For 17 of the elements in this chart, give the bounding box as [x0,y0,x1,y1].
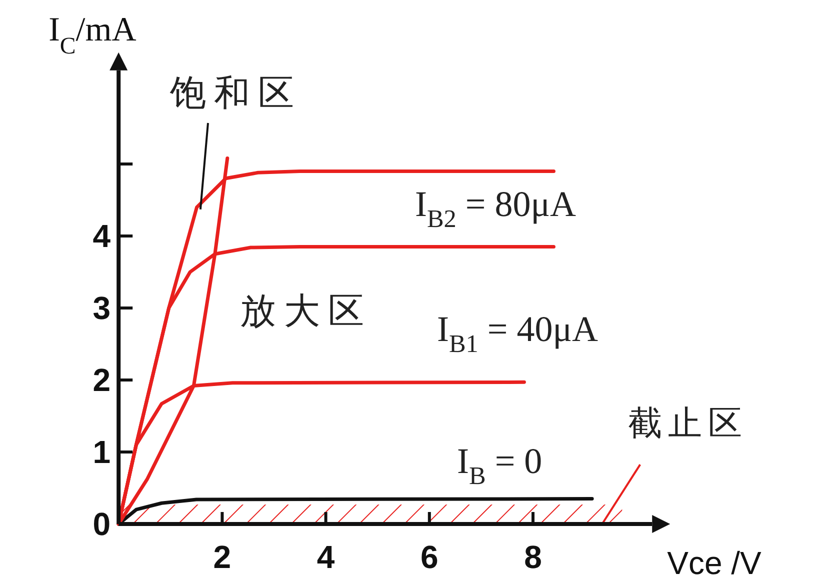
y-axis-title: I$_{C}$/mA [48,11,137,60]
y-tick-label: 0 [92,506,111,542]
y-tick-label: 3 [92,290,111,326]
annotation: I$_{B}$ = 0 [457,441,542,490]
x-axis-title: Vce /V [667,545,762,581]
y-tick-label: 2 [92,362,111,398]
x-tick-label: 4 [316,539,335,575]
annotation: I$_{B1}$ = 40μA [437,309,598,358]
annotation: 放大区 [240,290,372,331]
x-tick-label: 8 [524,539,542,575]
x-tick-label: 2 [213,539,232,575]
y-tick-label: 4 [92,218,111,254]
y-tick-label: 1 [92,434,111,470]
annotation: I$_{B2}$ = 80μA [415,184,576,234]
annotation: 饱和区 [169,72,302,113]
band-label: 截止区 [628,404,748,443]
x-tick-label: 6 [420,539,438,575]
